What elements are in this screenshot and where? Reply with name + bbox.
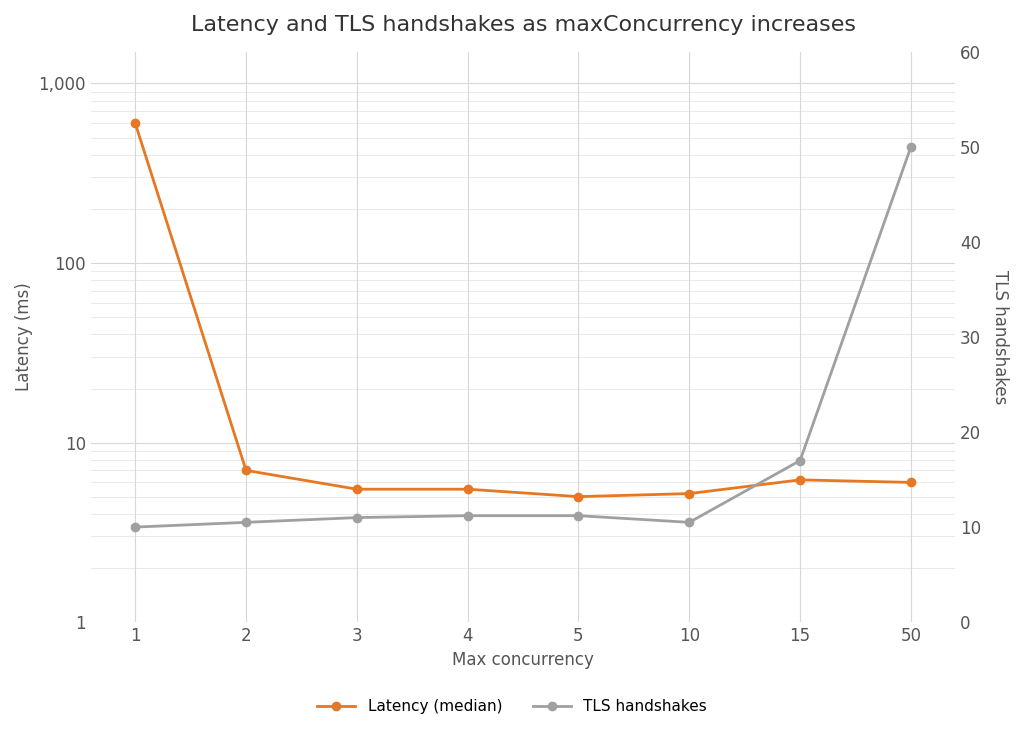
Latency (median): [129, 119, 141, 128]
Title: Latency and TLS handshakes as maxConcurrency increases: Latency and TLS handshakes as maxConcurr…: [190, 15, 856, 35]
TLS handshakes: [905, 143, 918, 152]
Latency (median): [683, 489, 695, 498]
Latency (median): [572, 492, 585, 501]
Latency (median): [794, 476, 806, 484]
Legend: Latency (median), TLS handshakes: Latency (median), TLS handshakes: [311, 693, 713, 721]
Latency (median): [905, 478, 918, 487]
TLS handshakes: [240, 518, 252, 527]
Latency (median): [462, 484, 474, 493]
Latency (median): [350, 484, 362, 493]
Y-axis label: Latency (ms): Latency (ms): [15, 282, 33, 392]
TLS handshakes: [683, 518, 695, 527]
TLS handshakes: [129, 522, 141, 531]
X-axis label: Max concurrency: Max concurrency: [453, 651, 594, 669]
Latency (median): [240, 466, 252, 475]
TLS handshakes: [350, 513, 362, 522]
TLS handshakes: [572, 511, 585, 520]
TLS handshakes: [794, 456, 806, 465]
Y-axis label: TLS handshakes: TLS handshakes: [991, 270, 1009, 404]
TLS handshakes: [462, 511, 474, 520]
Line: TLS handshakes: TLS handshakes: [131, 143, 915, 531]
Line: Latency (median): Latency (median): [131, 119, 915, 501]
